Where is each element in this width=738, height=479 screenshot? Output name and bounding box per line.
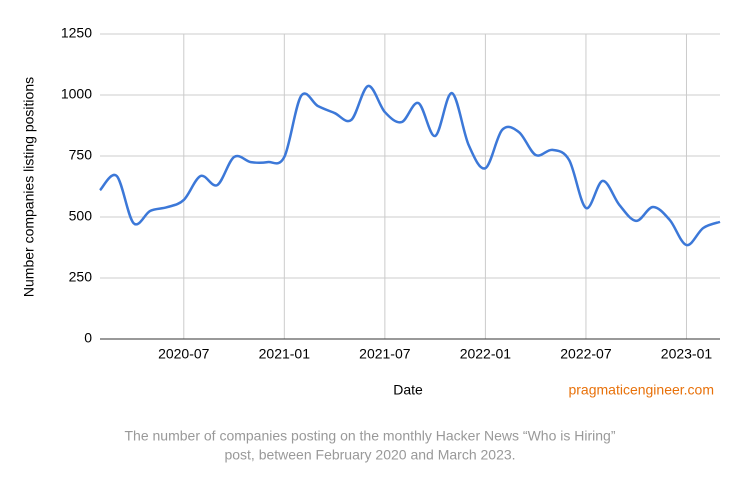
x-axis-label: Date — [393, 382, 423, 398]
y-tick-label: 750 — [69, 147, 93, 163]
x-tick-label: 2023-01 — [661, 346, 713, 362]
y-axis-label: Number companies listing positions — [21, 77, 37, 297]
caption: post, between February 2020 and March 20… — [224, 447, 515, 463]
y-tick-label: 250 — [69, 269, 93, 285]
caption: The number of companies posting on the m… — [125, 428, 616, 444]
y-tick-label: 0 — [84, 330, 92, 346]
x-tick-label: 2020-07 — [158, 346, 210, 362]
y-tick-label: 500 — [69, 208, 93, 224]
x-tick-label: 2021-01 — [259, 346, 311, 362]
y-tick-label: 1250 — [61, 25, 92, 41]
x-tick-label: 2021-07 — [359, 346, 411, 362]
watermark: pragmaticengineer.com — [568, 382, 714, 398]
y-tick-label: 1000 — [61, 86, 92, 102]
line-series — [99, 84, 721, 247]
x-tick-label: 2022-01 — [460, 346, 512, 362]
x-tick-label: 2022-07 — [560, 346, 612, 362]
